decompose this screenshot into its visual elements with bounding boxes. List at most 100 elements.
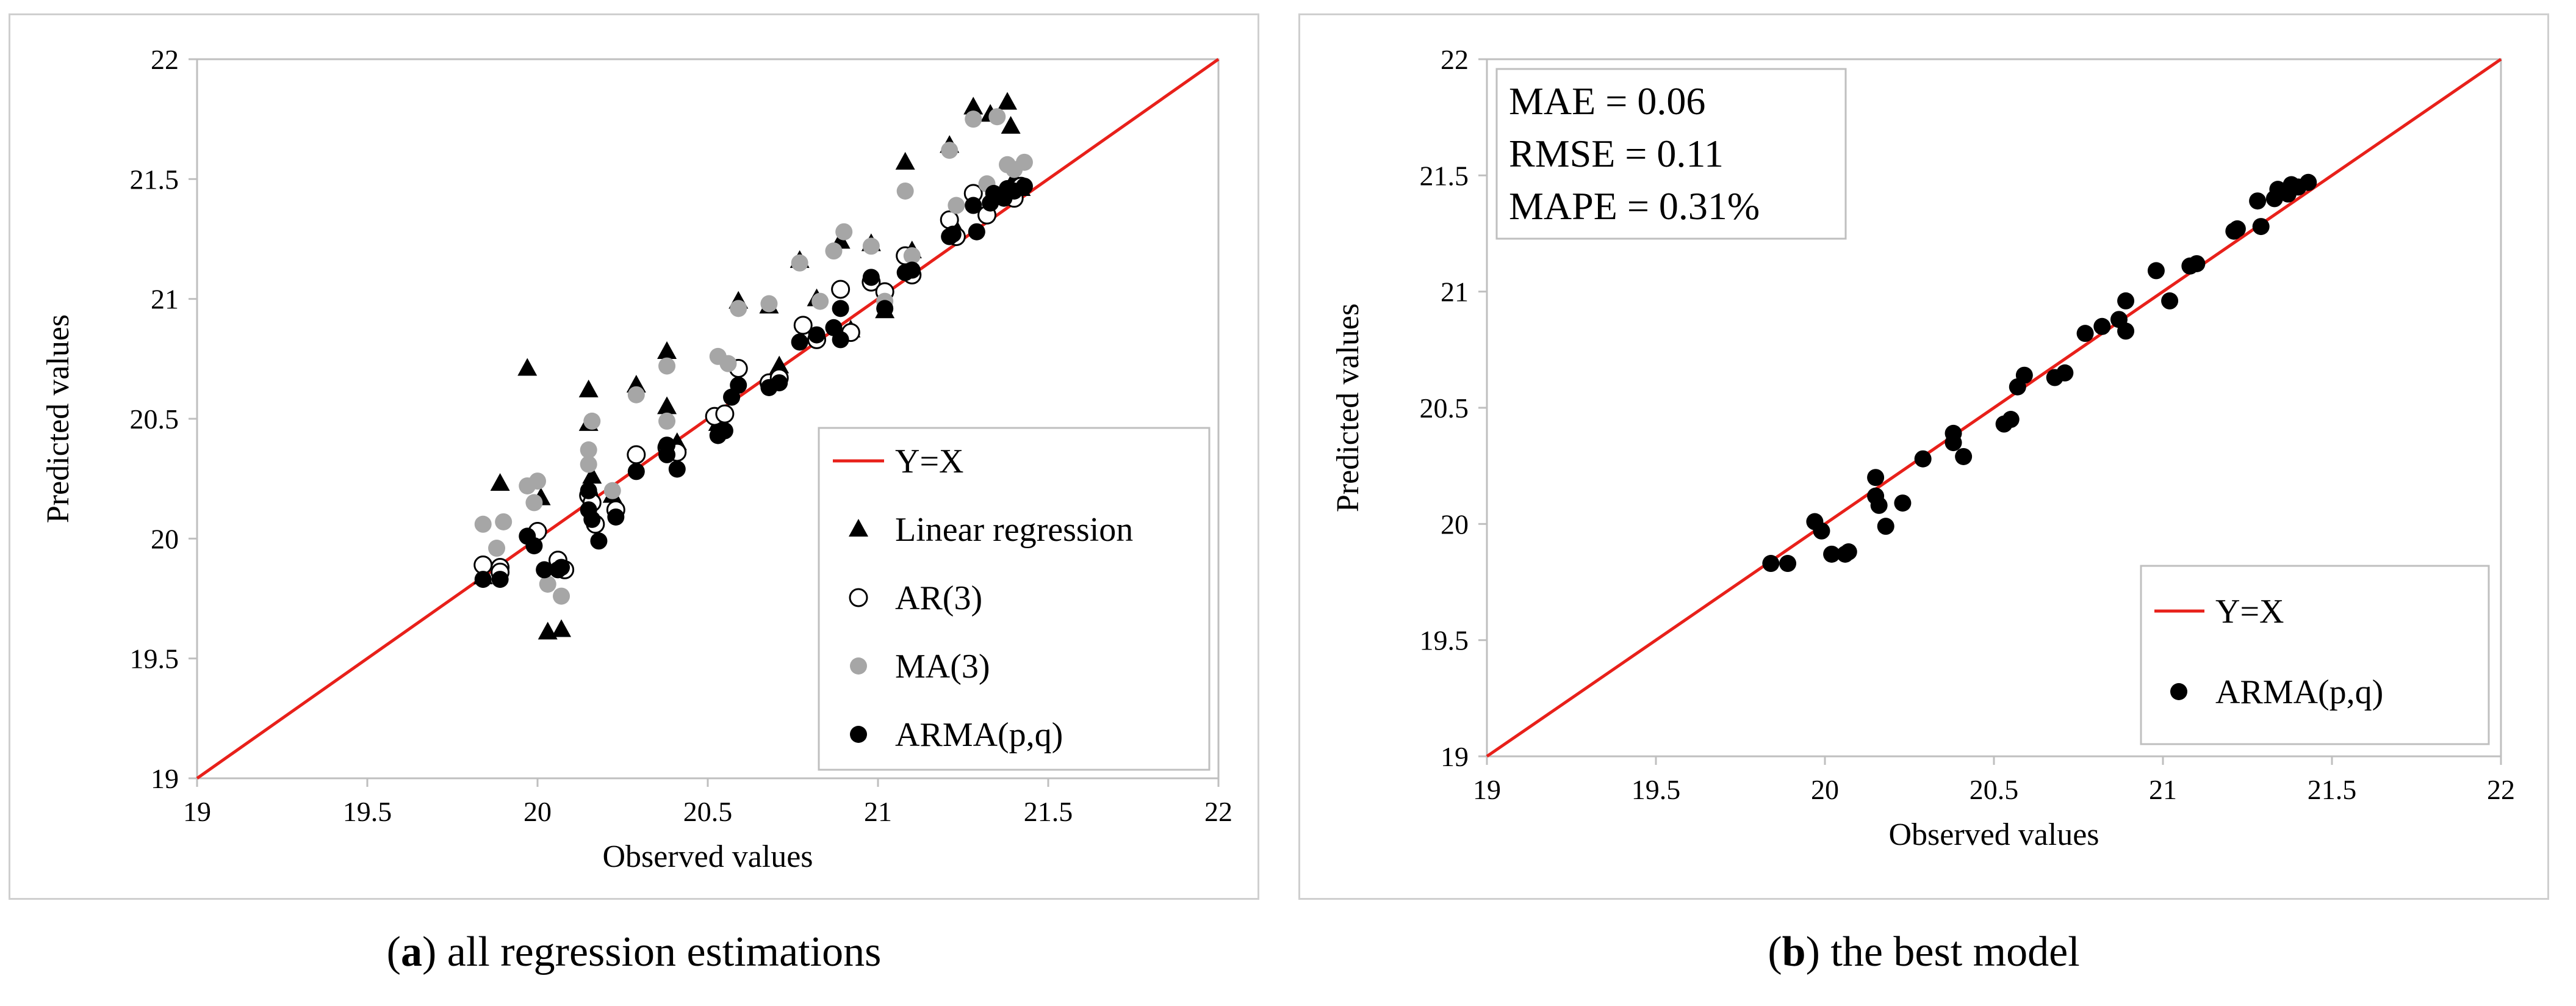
x-tick-label: 22 xyxy=(2487,774,2515,805)
data-point-triangle xyxy=(657,341,677,360)
data-point-circle xyxy=(529,472,546,490)
x-tick-label: 22 xyxy=(1204,796,1232,827)
data-point-circle xyxy=(2015,366,2033,384)
data-point-triangle xyxy=(582,466,602,484)
data-point-circle xyxy=(811,292,829,310)
y-tick-label: 21 xyxy=(1441,277,1469,308)
series-ma-3 xyxy=(474,108,1033,605)
legend-box xyxy=(818,427,1211,771)
data-point-circle xyxy=(658,412,676,430)
caption-a-text: all regression estimations xyxy=(436,928,882,975)
legend-gray-circle-swatch xyxy=(850,657,867,675)
data-point-circle xyxy=(2117,292,2135,309)
data-point-triangle xyxy=(517,358,538,376)
y-tick-label: 21.5 xyxy=(130,164,179,195)
data-point-circle xyxy=(2188,255,2206,272)
data-point-circle xyxy=(965,197,982,214)
data-point-circle xyxy=(553,587,570,605)
legend: Y=X ARMA(p,q) xyxy=(2140,565,2490,745)
data-point-circle xyxy=(968,223,985,241)
data-point-circle xyxy=(1867,469,1885,487)
data-point-circle xyxy=(791,254,808,272)
data-point-circle xyxy=(1945,434,1962,452)
chart-panel-a: 19 19.5 20 20.5 21 21.5 22 19 19.5 20 20.5 21 21.5 22… xyxy=(9,13,1259,900)
data-point-circle xyxy=(658,357,676,375)
data-point-circle xyxy=(553,559,570,576)
legend-label-arma: ARMA(p,q) xyxy=(895,716,1063,754)
y-tick-label: 20 xyxy=(1441,508,1469,540)
stat-mae: MAE = 0.06 xyxy=(1509,79,1705,123)
data-point-circle xyxy=(791,333,808,351)
data-point-triangle xyxy=(538,621,558,640)
legend-box xyxy=(2140,565,2490,745)
data-point-circle xyxy=(1779,555,1797,573)
data-point-circle xyxy=(948,197,965,214)
data-point-circle xyxy=(2117,322,2135,340)
y-tick-label: 21.5 xyxy=(1420,160,1469,191)
data-point-circle xyxy=(474,515,492,533)
data-point-circle xyxy=(730,377,747,394)
x-tick-label: 20 xyxy=(1811,774,1839,805)
data-point-triangle xyxy=(490,473,510,491)
data-point-circle xyxy=(1813,522,1830,540)
data-point-circle xyxy=(1762,555,1780,573)
data-point-circle xyxy=(2076,325,2094,342)
x-tick-label: 21.5 xyxy=(1024,796,1073,827)
data-point-circle xyxy=(488,540,506,557)
y-axis-label: Predicted values xyxy=(1331,303,1365,512)
data-point-circle xyxy=(1894,494,1912,512)
data-point-circle xyxy=(716,422,733,440)
data-point-circle xyxy=(2056,364,2074,382)
data-point-circle xyxy=(580,455,597,473)
data-point-circle xyxy=(1015,153,1033,171)
y-tick-label: 19.5 xyxy=(1420,625,1469,656)
x-tick-label: 20.5 xyxy=(1970,774,2019,805)
data-point-open-circle xyxy=(831,280,851,299)
data-point-circle xyxy=(903,247,921,264)
data-point-triangle xyxy=(578,379,599,397)
data-point-circle xyxy=(1823,545,1841,563)
caption-b-text: the best model xyxy=(1819,928,2080,975)
legend-black-circle-swatch xyxy=(850,726,867,743)
data-point-circle xyxy=(988,108,1006,126)
data-point-circle xyxy=(590,532,608,550)
data-point-circle xyxy=(903,261,921,279)
data-point-circle xyxy=(583,412,601,430)
x-tick-label: 19 xyxy=(1473,774,1501,805)
data-point-open-circle xyxy=(715,404,735,424)
data-point-triangle xyxy=(552,619,572,637)
y-tick-label: 19.5 xyxy=(130,643,179,675)
stats-box-frame xyxy=(1495,68,1847,240)
data-point-circle xyxy=(580,482,597,499)
data-point-circle xyxy=(2147,262,2165,280)
data-point-circle xyxy=(627,463,645,480)
data-point-circle xyxy=(944,225,962,243)
data-point-circle xyxy=(2161,292,2179,309)
data-point-circle xyxy=(474,571,492,588)
y-tick-label: 19 xyxy=(151,763,179,794)
stats-box: MAE = 0.06 RMSE = 0.11 MAPE = 0.31% xyxy=(1495,68,1847,240)
data-point-circle xyxy=(583,510,601,528)
legend: Y=X Linear regression AR(3) MA(3) ARMA(p,q) xyxy=(818,427,1211,771)
data-point-circle xyxy=(876,300,894,317)
stat-mape: MAPE = 0.31% xyxy=(1509,184,1760,228)
x-tick-label: 19.5 xyxy=(1632,774,1681,805)
y-tick-label: 21 xyxy=(151,284,179,315)
caption-b: (b) the best model xyxy=(1768,928,2080,975)
data-point-circle xyxy=(603,482,621,499)
data-point-circle xyxy=(2228,220,2246,237)
data-point-circle xyxy=(2249,192,2267,210)
data-point-circle xyxy=(539,575,556,593)
caption-a: (a) all regression estimations xyxy=(386,928,882,975)
legend-label-yx: Y=X xyxy=(895,443,963,480)
data-point-circle xyxy=(1840,543,1857,561)
data-point-triangle xyxy=(769,355,790,374)
data-point-circle xyxy=(771,374,788,392)
data-point-circle xyxy=(536,561,553,579)
data-point-circle xyxy=(2002,411,2020,429)
data-point-circle xyxy=(835,223,853,241)
legend-black-circle-swatch xyxy=(2170,683,2187,700)
y-tick-label: 22 xyxy=(151,44,179,75)
data-point-circle xyxy=(495,513,513,530)
data-point-triangle xyxy=(1001,115,1021,134)
